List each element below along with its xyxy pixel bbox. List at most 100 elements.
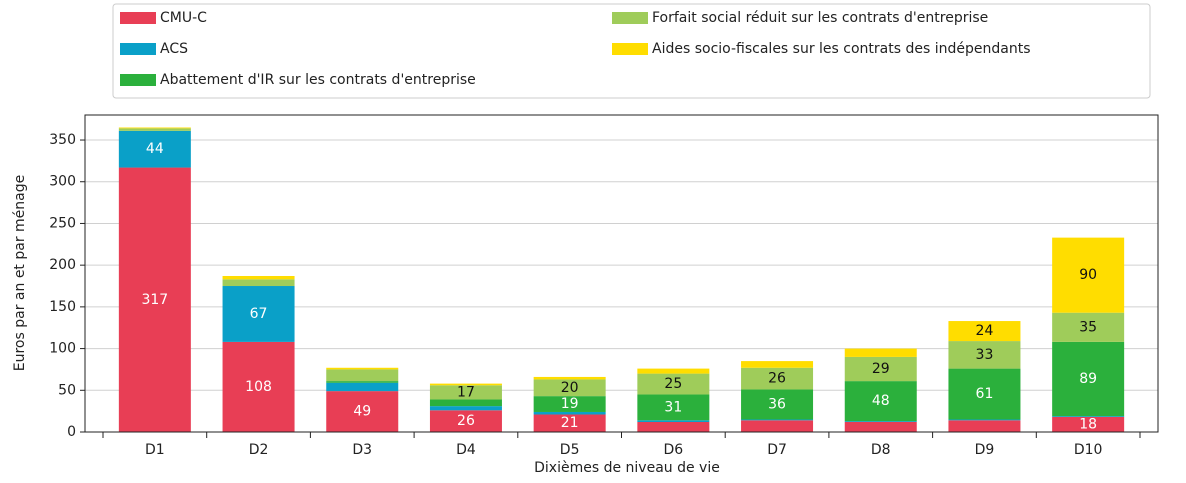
bar-segment	[222, 279, 295, 287]
bar-segment	[118, 127, 191, 129]
bar-segment	[533, 414, 606, 432]
y-tick-label: 50	[58, 382, 76, 398]
bar-segment	[533, 396, 606, 412]
legend-swatch	[612, 43, 648, 55]
bar-segment	[222, 276, 295, 280]
bar-segment	[429, 399, 502, 407]
y-tick-label: 250	[49, 215, 76, 231]
bar-segment	[637, 373, 710, 395]
data-label: 67	[250, 306, 268, 322]
bar-segment	[429, 385, 502, 400]
bar-segment	[637, 421, 710, 432]
bar-segment	[222, 341, 295, 432]
x-tick-label: D1	[145, 442, 165, 458]
y-tick-label: 300	[49, 174, 76, 190]
x-tick-label: D7	[767, 442, 787, 458]
y-tick-label: 350	[49, 132, 76, 148]
data-label: 317	[141, 292, 168, 308]
bar-segment	[118, 128, 191, 131]
bar-segment	[741, 367, 814, 390]
bar-segment	[637, 368, 710, 374]
data-label: 21	[561, 415, 579, 431]
x-tick-label: D4	[456, 442, 476, 458]
bar-segment	[533, 411, 606, 415]
bar-segment	[637, 394, 710, 421]
bar-segment	[326, 382, 399, 392]
bar-segment	[326, 381, 399, 383]
bar-segment	[844, 421, 917, 432]
legend-label: CMU-C	[160, 10, 207, 26]
data-label: 25	[664, 376, 682, 392]
data-label: 26	[457, 413, 475, 429]
data-label: 108	[245, 379, 272, 395]
y-tick-label: 0	[67, 424, 76, 440]
bar-segment	[429, 410, 502, 432]
data-label: 48	[872, 393, 890, 409]
data-label: 36	[768, 396, 786, 412]
bar-segment	[1052, 416, 1125, 417]
data-label: 18	[1079, 416, 1097, 432]
bar-segment	[948, 321, 1021, 342]
data-label: 24	[976, 323, 994, 339]
data-label: 19	[561, 396, 579, 412]
bar-segment	[533, 379, 606, 397]
data-label: 31	[664, 399, 682, 415]
legend-swatch	[120, 12, 156, 24]
bar-segment	[1052, 237, 1125, 313]
legend-swatch	[120, 74, 156, 86]
legend-label: Abattement d'IR sur les contrats d'entre…	[160, 72, 476, 88]
data-label: 20	[561, 380, 579, 396]
data-label: 26	[768, 371, 786, 387]
bar-segment	[118, 167, 191, 432]
data-label: 89	[1079, 371, 1097, 387]
bar-segment	[326, 369, 399, 382]
bar-segment	[844, 348, 917, 357]
y-tick-label: 100	[49, 341, 76, 357]
plot-frame	[84, 114, 1159, 433]
legend-swatch	[612, 12, 648, 24]
bar-segment	[948, 420, 1021, 432]
data-label: 49	[353, 404, 371, 420]
legend-label: Forfait social réduit sur les contrats d…	[652, 10, 988, 26]
legend-label: ACS	[160, 41, 188, 57]
bar-segment	[429, 383, 502, 386]
bar-segment	[741, 361, 814, 368]
bar-segment	[1052, 341, 1125, 417]
bar-segment	[637, 420, 710, 422]
bar-segment	[844, 381, 917, 422]
y-axis-label: Euros par an et par ménage	[12, 175, 28, 371]
data-label: 33	[976, 347, 994, 363]
bar-segment	[741, 389, 814, 420]
x-tick-label: D9	[975, 442, 995, 458]
bar-segment	[844, 356, 917, 382]
bar-segment	[948, 419, 1021, 421]
data-label: 44	[146, 141, 164, 157]
bar-segment	[326, 391, 399, 432]
x-tick-label: D10	[1074, 442, 1103, 458]
bar-segment	[948, 368, 1021, 420]
bar-segment	[1052, 416, 1125, 432]
data-label: 17	[457, 384, 475, 400]
data-label: 35	[1079, 319, 1097, 335]
bar-segment	[429, 406, 502, 411]
x-tick-label: D5	[560, 442, 580, 458]
bar-segment	[533, 376, 606, 380]
bar-segment	[741, 420, 814, 432]
bar-segment	[948, 341, 1021, 369]
bar-segment	[741, 419, 814, 421]
bar-segment	[844, 421, 917, 422]
legend-label: Aides socio-fiscales sur les contrats de…	[652, 41, 1031, 57]
x-tick-label: D2	[249, 442, 269, 458]
data-label: 90	[1079, 267, 1097, 283]
x-tick-label: D6	[664, 442, 684, 458]
data-label: 61	[976, 386, 994, 402]
y-tick-label: 150	[49, 299, 76, 315]
bar-segment	[1052, 312, 1125, 342]
bar-segment	[222, 286, 295, 342]
x-tick-label: D3	[352, 442, 372, 458]
data-label: 29	[872, 361, 890, 377]
bar-segment	[118, 130, 191, 168]
y-tick-label: 200	[49, 257, 76, 273]
x-axis-label: Dixièmes de niveau de vie	[534, 460, 720, 476]
